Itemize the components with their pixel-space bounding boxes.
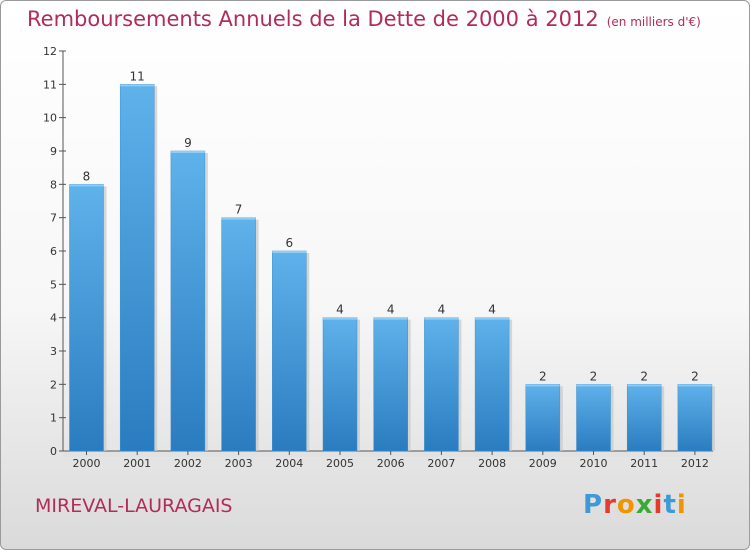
bar (119, 84, 155, 452)
y-tick-label: 6 (50, 245, 57, 258)
bar-highlight (475, 317, 510, 320)
x-tick-label: 2006 (377, 457, 405, 470)
bar (272, 250, 307, 452)
x-tick-label: 2010 (580, 457, 608, 470)
bar-value-label: 6 (285, 236, 293, 250)
bar-value-label: 2 (590, 369, 598, 383)
x-tick-label: 2011 (630, 457, 658, 470)
bar-highlight (69, 184, 104, 187)
x-tick-label: 2002 (174, 457, 202, 470)
x-tick-label: 2007 (427, 457, 455, 470)
bar-value-label: 9 (184, 136, 192, 150)
logo-letter: r (603, 490, 617, 520)
logo-letter: i (653, 490, 664, 520)
bar-highlight (525, 384, 560, 387)
x-tick-label: 2004 (275, 457, 303, 470)
logo-letter: t (663, 490, 677, 520)
bar-value-label: 4 (336, 303, 344, 317)
bar-highlight (170, 151, 205, 153)
bar-value-label: 7 (235, 203, 243, 217)
bar (525, 384, 561, 452)
chart-title: Remboursements Annuels de la Dette de 20… (27, 7, 701, 31)
x-tick-label: 2005 (326, 457, 354, 470)
bar (373, 317, 408, 452)
x-tick-label: 2001 (123, 457, 151, 470)
bar (322, 317, 358, 452)
logo-letter: o (616, 490, 636, 520)
chart-unit: (en milliers d'€) (606, 15, 701, 29)
bar-highlight (323, 317, 357, 320)
proxiti-logo: Proxiti (583, 490, 687, 520)
bar (69, 184, 104, 452)
logo-letter: x (635, 490, 654, 520)
bar-highlight (576, 384, 611, 387)
y-tick-label: 7 (50, 212, 57, 225)
bar-value-label: 2 (691, 369, 699, 383)
bar (170, 150, 206, 452)
bar-value-label: 4 (387, 303, 395, 317)
bar (626, 384, 662, 452)
bar (576, 384, 611, 452)
x-tick-label: 2000 (73, 457, 101, 470)
y-tick-label: 12 (43, 45, 57, 58)
bar-highlight (120, 84, 155, 87)
chart-floor (63, 451, 713, 457)
bar-value-label: 2 (539, 369, 547, 383)
x-tick-label: 2008 (478, 457, 506, 470)
bar-highlight (424, 317, 459, 320)
chart-title-text: Remboursements Annuels de la Dette de 20… (27, 7, 599, 31)
y-tick-label: 11 (43, 78, 57, 91)
commune-name: MIREVAL-LAURAGAIS (35, 495, 233, 517)
y-tick-label: 2 (50, 378, 57, 391)
bar-value-label: 2 (640, 369, 648, 383)
x-tick-label: 2012 (681, 457, 709, 470)
y-tick-label: 5 (50, 278, 57, 291)
logo-letter: i (676, 490, 687, 520)
y-tick-label: 8 (50, 178, 57, 191)
bar (424, 317, 459, 452)
y-tick-label: 10 (43, 112, 57, 125)
x-tick-label: 2009 (529, 457, 557, 470)
bar-value-label: 4 (488, 303, 496, 317)
bar-value-label: 4 (438, 303, 446, 317)
bar (221, 217, 256, 452)
bar (677, 384, 713, 452)
y-tick-label: 9 (50, 145, 57, 158)
logo-letter: P (583, 490, 604, 520)
x-tick-label: 2003 (225, 457, 253, 470)
y-tick-label: 1 (50, 412, 57, 425)
bar-highlight (373, 317, 408, 320)
bar-highlight (627, 384, 662, 387)
bar-value-label: 11 (130, 69, 145, 83)
bar-highlight (221, 217, 256, 220)
bar (474, 317, 510, 452)
y-tick-label: 0 (50, 445, 57, 458)
bar-highlight (677, 384, 712, 387)
bar-highlight (272, 251, 307, 253)
y-tick-label: 3 (50, 345, 57, 358)
y-tick-label: 4 (50, 312, 57, 325)
bar-value-label: 8 (83, 169, 91, 183)
